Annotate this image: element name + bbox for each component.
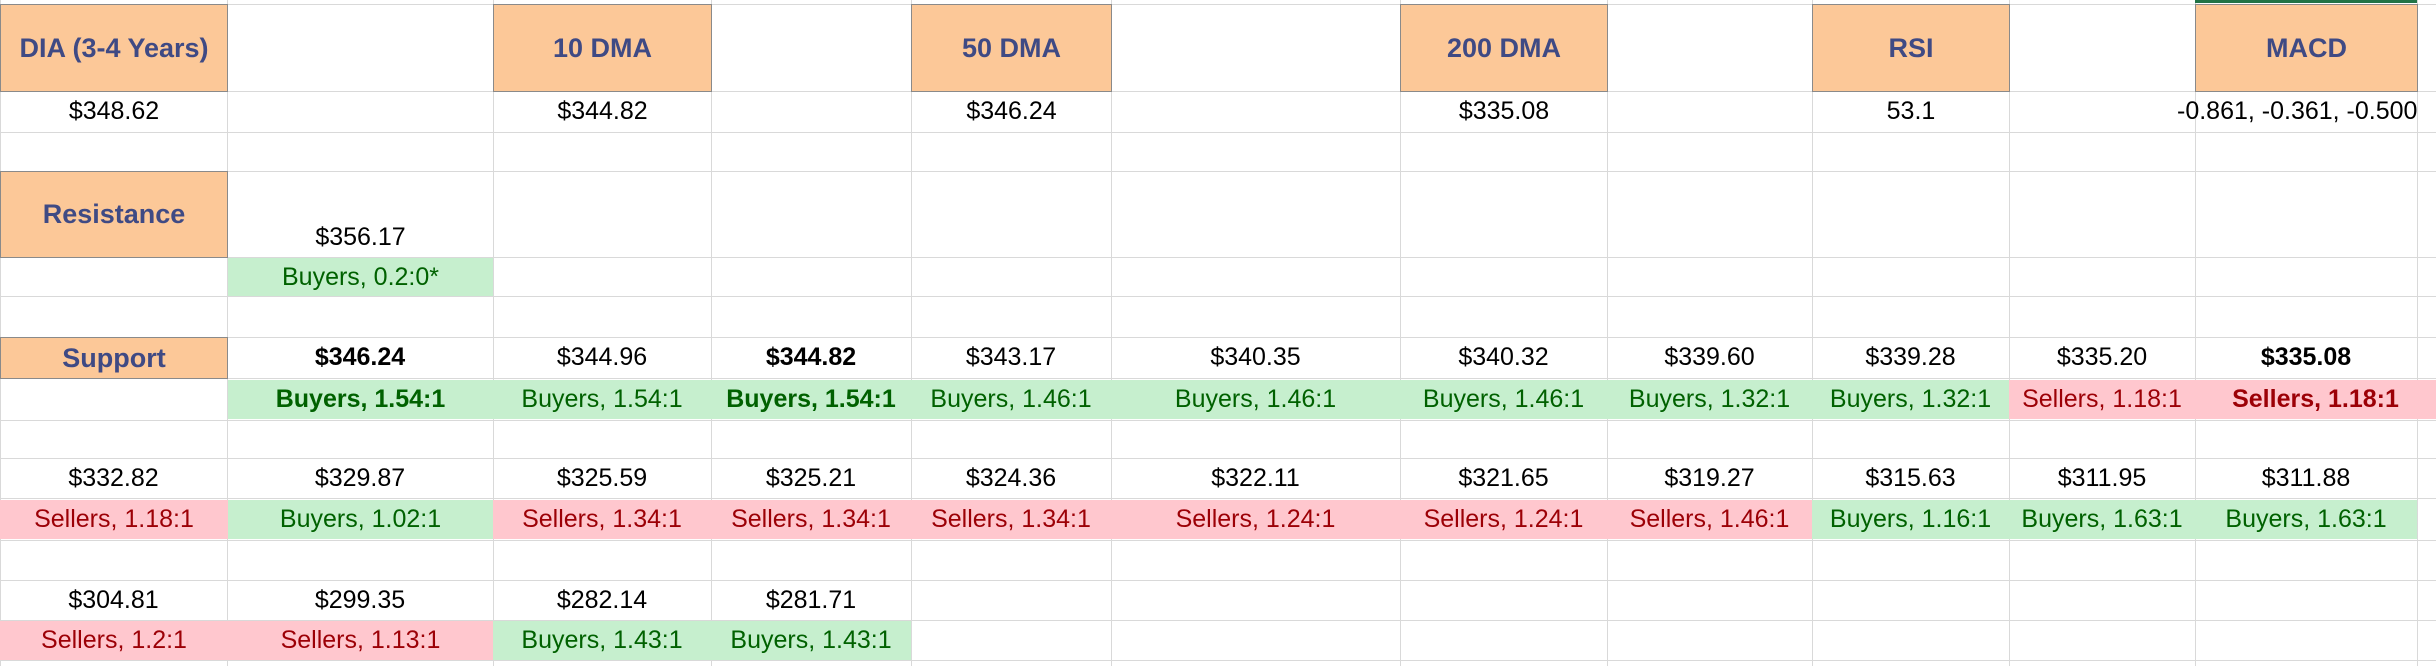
support-ratio[interactable]: Sellers, 1.34:1 [711,500,911,539]
gridline [0,540,2436,541]
support-price[interactable]: $329.87 [314,464,406,492]
resistance-label[interactable]: Resistance [0,171,228,258]
support-price[interactable]: $324.36 [965,464,1057,492]
support-price[interactable]: $335.08 [2260,343,2352,371]
gridline [1607,0,1608,666]
support-price[interactable]: $319.27 [1664,464,1755,492]
support-price[interactable]: $311.88 [2261,464,2351,492]
gridline [0,4,2436,5]
support-price[interactable]: $304.81 [68,586,159,614]
support-price[interactable]: $343.17 [965,343,1057,371]
support-ratio[interactable]: Buyers, 1.43:1 [711,621,911,660]
support-ratio[interactable]: Sellers, 1.18:1 [2009,380,2195,419]
support-ratio[interactable]: Sellers, 1.46:1 [1607,500,1812,539]
gridline [1400,0,1401,666]
gridline [2195,0,2196,666]
dia-price[interactable]: $348.62 [68,97,160,125]
support-price[interactable]: $281.71 [765,586,857,614]
dma200-value[interactable]: $335.08 [1458,97,1550,125]
dma50-value[interactable]: $346.24 [966,97,1057,125]
support-price[interactable]: $335.20 [2056,343,2148,371]
gridline [0,378,2436,379]
support-ratio[interactable]: Buyers, 1.54:1 [228,380,493,419]
gridline [493,0,494,666]
gridline [0,132,2436,133]
gridline [1111,0,1112,666]
macd-value[interactable]: -0.861, -0.361, -0.500 [2177,97,2418,125]
support-price[interactable]: $340.32 [1458,343,1549,371]
header-rsi[interactable]: RSI [1812,4,2010,92]
support-ratio[interactable]: Buyers, 1.63:1 [2009,500,2195,539]
gridline [0,620,2436,621]
gridline [0,580,2436,581]
support-price[interactable]: $344.96 [556,343,648,371]
gridline [911,0,912,666]
gridline [0,257,2436,258]
support-ratio[interactable]: Buyers, 1.32:1 [1607,380,1812,419]
support-price[interactable]: $311.95 [2057,464,2147,492]
support-ratio[interactable]: Buyers, 1.43:1 [493,621,711,660]
support-price[interactable]: $315.63 [1865,464,1956,492]
support-price[interactable]: $332.82 [68,464,159,492]
support-ratio[interactable]: Buyers, 1.46:1 [1400,380,1607,419]
support-ratio[interactable]: Sellers, 1.18:1 [0,500,228,539]
support-ratio[interactable]: Buyers, 1.32:1 [1812,380,2009,419]
gridline [0,171,2436,172]
support-ratio[interactable]: Buyers, 1.16:1 [1812,500,2009,539]
support-ratio[interactable]: Sellers, 1.24:1 [1111,500,1400,539]
support-price[interactable]: $339.28 [1865,343,1956,371]
support-ratio[interactable]: Sellers, 1.34:1 [911,500,1111,539]
header-dia[interactable]: DIA (3-4 Years) [0,4,228,92]
gridline [0,337,2436,338]
gridline [0,91,2436,92]
support-price[interactable]: $299.35 [314,586,406,614]
support-ratio[interactable]: Buyers, 1.54:1 [711,380,911,419]
support-ratio[interactable]: Sellers, 1.24:1 [1400,500,1607,539]
support-ratio[interactable]: Buyers, 1.63:1 [2195,500,2417,539]
gridline [0,498,2436,499]
support-ratio[interactable]: Buyers, 1.02:1 [228,500,493,539]
gridline [2417,0,2418,666]
support-price[interactable]: $321.65 [1458,464,1549,492]
gridline [1812,0,1813,666]
resistance-level[interactable]: $356.17 [315,223,406,251]
gridline [0,660,2436,661]
header-10-dma[interactable]: 10 DMA [493,4,712,92]
gridline [0,0,1,666]
gridline [2009,0,2010,666]
support-price[interactable]: $344.82 [765,343,857,371]
support-ratio[interactable]: Sellers, 1.34:1 [493,500,711,539]
support-ratio[interactable]: Buyers, 1.54:1 [493,380,711,419]
gridline [227,0,228,666]
support-ratio[interactable]: Sellers, 1.13:1 [228,621,493,660]
resistance-ratio[interactable]: Buyers, 0.2:0* [228,258,493,296]
support-price[interactable]: $340.35 [1210,343,1301,371]
rsi-value[interactable]: 53.1 [1886,97,1936,125]
support-price[interactable]: $346.24 [314,343,406,371]
active-cell-indicator [2195,0,2417,3]
header-200-dma[interactable]: 200 DMA [1400,4,1608,92]
gridline [0,296,2436,297]
support-ratio[interactable]: Buyers, 1.46:1 [1111,380,1400,419]
support-label[interactable]: Support [0,337,228,379]
dma10-value[interactable]: $344.82 [557,97,648,125]
gridline [0,458,2436,459]
gridline [0,420,2436,421]
gridline [711,0,712,666]
support-ratio[interactable]: Buyers, 1.46:1 [911,380,1111,419]
header-macd[interactable]: MACD [2195,4,2418,92]
support-ratio[interactable]: Sellers, 1.2:1 [0,621,228,660]
support-ratio[interactable]: Sellers, 1.18:1 [2195,380,2436,419]
header-50-dma[interactable]: 50 DMA [911,4,1112,92]
support-price[interactable]: $325.59 [556,464,648,492]
support-price[interactable]: $282.14 [556,586,648,614]
support-price[interactable]: $339.60 [1664,343,1755,371]
support-price[interactable]: $322.11 [1211,464,1300,492]
support-price[interactable]: $325.21 [765,464,857,492]
